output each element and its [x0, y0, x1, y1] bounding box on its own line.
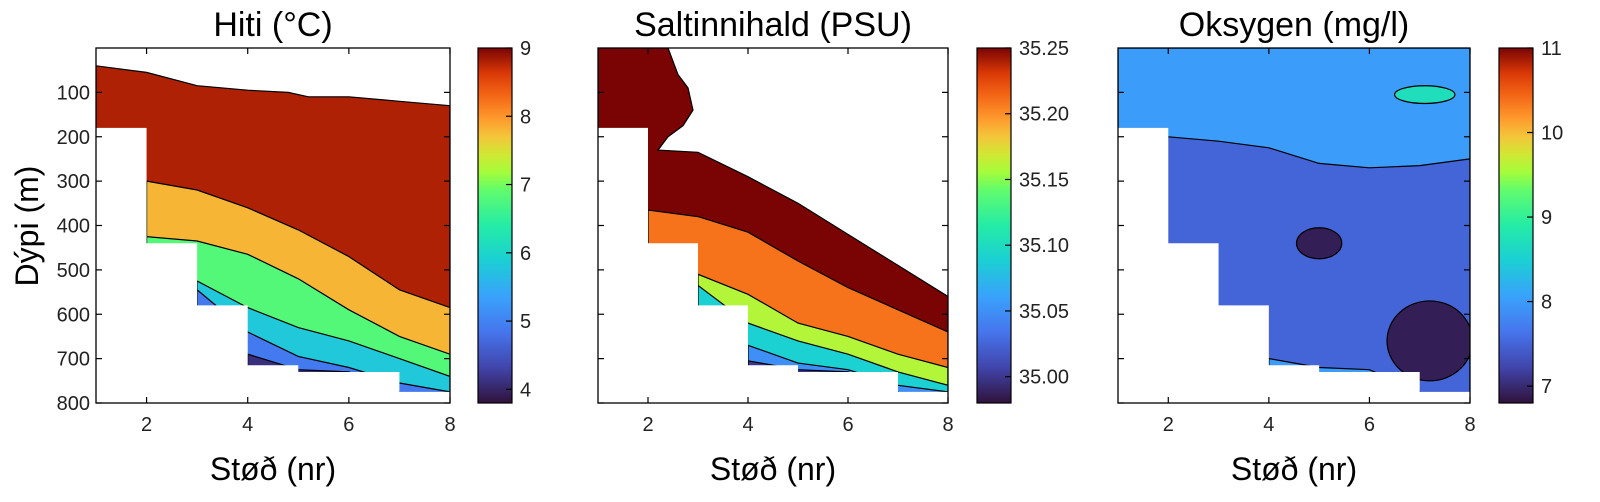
x-axis-label: Støð (nr) [1231, 451, 1357, 487]
y-tick-label: 400 [57, 216, 90, 238]
colorbar-tick-label: 8 [520, 106, 531, 128]
x-tick-label: 8 [1464, 414, 1475, 436]
colorbar-tick-label: 6 [520, 243, 531, 265]
colorbar-tick-label: 11 [1541, 38, 1562, 60]
y-tick-label: 300 [57, 171, 90, 193]
colorbar [1498, 47, 1534, 404]
colorbar-tick-label: 35.10 [1019, 235, 1069, 257]
y-tick-label: 600 [57, 304, 90, 326]
colorbar-tick-label: 10 [1541, 123, 1563, 145]
colorbar-tick-label: 7 [520, 175, 531, 197]
x-tick-label: 4 [1263, 414, 1274, 436]
colorbar-tick-label: 35.20 [1019, 104, 1069, 126]
panel-2: 2 4 6 8 Saltinnihald (PSU) Støð (nr) 35.00 35.0… [597, 6, 1069, 487]
y-tick-label: 700 [57, 349, 90, 371]
y-tick-label: 200 [57, 127, 90, 149]
colorbar-tick-label: 7 [1541, 376, 1552, 398]
colorbar-tick-label: 9 [520, 38, 531, 60]
colorbar-tick-label: 4 [520, 379, 531, 401]
seabed-mask [598, 127, 948, 403]
colorbar-tick-label: 5 [520, 311, 531, 333]
panel-3: 2 4 6 8 Oksygen (mg/l) Støð (nr) 7 8 9 10 11 [1117, 6, 1563, 487]
panel-title: Hiti (°C) [213, 6, 332, 44]
contour-patch-3 [1386, 300, 1470, 382]
x-axis-label: Støð (nr) [710, 451, 836, 487]
y-tick-label: 500 [57, 260, 90, 282]
seabed-mask [1118, 127, 1470, 403]
contour-field [598, 48, 948, 403]
y-tick-label: 800 [57, 393, 90, 415]
colorbar [976, 47, 1012, 404]
panels: 2 4 6 8 100 200 300 400 500 600 700 800 Hiti (°C) Stø… [57, 6, 1564, 487]
y-axis-label: Dýpi (m) [9, 166, 45, 287]
colorbar-tick-label: 35.00 [1019, 367, 1069, 389]
x-tick-label: 6 [842, 414, 853, 436]
contour-patch-2 [1295, 227, 1343, 260]
x-tick-label: 4 [742, 414, 753, 436]
x-tick-label: 2 [1163, 414, 1174, 436]
colorbar-tick-label: 35.25 [1019, 38, 1069, 60]
y-tick-label: 100 [57, 82, 90, 104]
colorbar [477, 47, 513, 404]
contour-field [96, 65, 450, 403]
x-tick-label: 2 [642, 414, 653, 436]
x-tick-label: 8 [444, 414, 455, 436]
panel-title: Oksygen (mg/l) [1179, 6, 1410, 44]
contour-field [1118, 48, 1470, 403]
contour-patch-1 [1393, 85, 1456, 105]
colorbar-tick-label: 35.15 [1019, 169, 1069, 191]
x-tick-label: 6 [1364, 414, 1375, 436]
x-tick-label: 8 [942, 414, 953, 436]
colorbar-tick-label: 8 [1541, 292, 1552, 314]
x-tick-label: 2 [141, 414, 152, 436]
colorbar-tick-label: 35.05 [1019, 301, 1069, 323]
x-tick-label: 4 [242, 414, 253, 436]
panel-title: Saltinnihald (PSU) [634, 6, 912, 44]
seabed-mask [96, 127, 450, 403]
colorbar-tick-label: 9 [1541, 207, 1552, 229]
x-tick-label: 6 [343, 414, 354, 436]
x-axis-label: Støð (nr) [210, 451, 336, 487]
panel-1: 2 4 6 8 100 200 300 400 500 600 700 800 Hiti (°C) Stø… [57, 6, 532, 487]
